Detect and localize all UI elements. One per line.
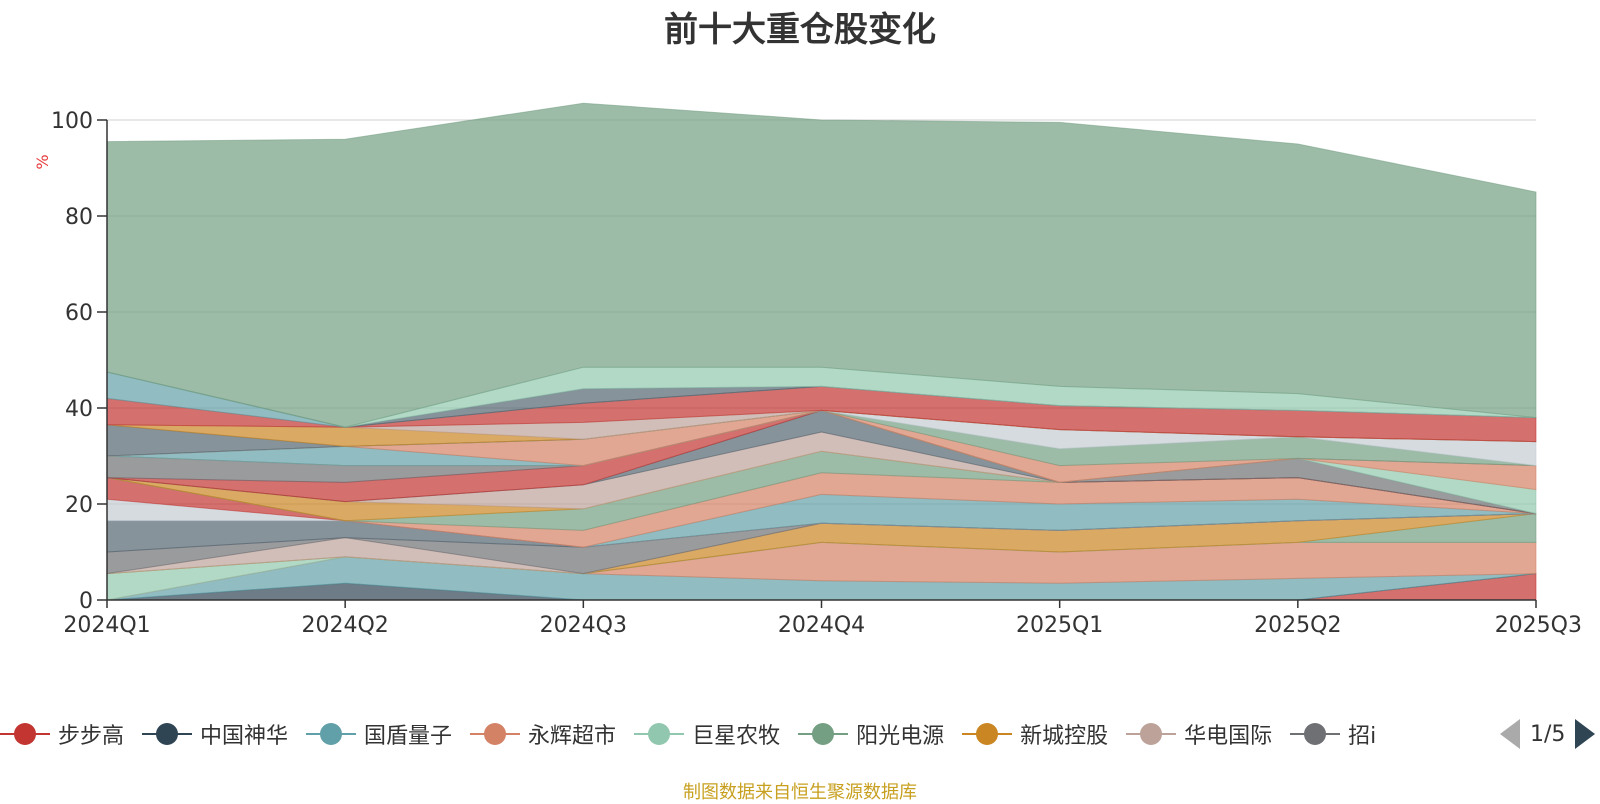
legend-prev-page-icon[interactable] xyxy=(1500,719,1520,749)
legend-item-1[interactable]: 步步高 xyxy=(0,716,124,752)
legend-item-5[interactable]: 巨星农牧 xyxy=(634,716,780,752)
legend-page-indicator: 1/5 xyxy=(1530,721,1566,747)
area-series-34[interactable] xyxy=(106,102,1537,428)
x-tick-label: 2024Q4 xyxy=(778,613,865,638)
legend-marker-icon xyxy=(798,722,849,746)
y-tick-label: 40 xyxy=(65,397,93,422)
legend-item-label: 中国神华 xyxy=(200,724,289,749)
y-tick-label: 80 xyxy=(65,205,93,230)
legend-item-label: 巨星农牧 xyxy=(692,724,781,749)
legend-item-label: 阳光电源 xyxy=(856,724,945,749)
legend-item-label: 国盾量子 xyxy=(364,724,453,749)
area-series-group xyxy=(106,102,1537,601)
x-tick-label: 2025Q3 xyxy=(1495,613,1582,638)
legend-item-6[interactable]: 阳光电源 xyxy=(798,716,944,752)
x-tick-label: 2025Q2 xyxy=(1254,613,1341,638)
y-tick-label: 0 xyxy=(79,589,93,614)
legend-next-page-icon[interactable] xyxy=(1575,719,1596,749)
legend-marker-icon xyxy=(1126,722,1177,746)
legend-item-4[interactable]: 永辉超市 xyxy=(470,716,616,752)
legend-marker-icon xyxy=(306,722,357,746)
x-tick-label: 2025Q1 xyxy=(1016,613,1103,638)
legend: 步步高 中国神华 国盾量子 永辉超市 巨星农牧 阳光电源 新城控股 华电国际 招i xyxy=(0,716,1488,752)
y-tick-label: 100 xyxy=(51,109,93,134)
axes: 0 20 40 60 80 100 2024Q1 2024Q2 2024Q3 2024Q4 2025… xyxy=(51,109,1582,638)
legend-marker-icon xyxy=(962,722,1013,746)
chart-title: 前十大重仓股变化 xyxy=(664,10,936,50)
y-tick-label: 20 xyxy=(65,493,93,518)
data-source-footnote: 制图数据来自恒生聚源数据库 xyxy=(683,782,917,803)
legend-item-label: 华电国际 xyxy=(1184,724,1273,749)
legend-pager: 1/5 xyxy=(1500,716,1596,752)
x-tick-label: 2024Q3 xyxy=(540,613,627,638)
legend-marker-icon xyxy=(634,722,685,746)
y-tick-label: 60 xyxy=(65,301,93,326)
legend-item-9[interactable]: 招i xyxy=(1290,716,1376,752)
legend-item-label: 永辉超市 xyxy=(528,724,617,749)
legend-item-label: 新城控股 xyxy=(1020,724,1109,749)
legend-item-8[interactable]: 华电国际 xyxy=(1126,716,1272,752)
legend-item-label: 招i xyxy=(1348,724,1377,749)
legend-marker-icon xyxy=(142,722,193,746)
legend-item-label: 步步高 xyxy=(58,724,125,749)
x-tick-label: 2024Q2 xyxy=(302,613,389,638)
x-tick-label: 2024Q1 xyxy=(63,613,150,638)
legend-item-3[interactable]: 国盾量子 xyxy=(306,716,452,752)
legend-marker-icon xyxy=(470,722,521,746)
legend-marker-icon xyxy=(0,722,50,746)
legend-item-7[interactable]: 新城控股 xyxy=(962,716,1108,752)
legend-item-2[interactable]: 中国神华 xyxy=(142,716,288,752)
y-axis-unit-label: % xyxy=(33,154,52,169)
legend-marker-icon xyxy=(1290,722,1341,746)
